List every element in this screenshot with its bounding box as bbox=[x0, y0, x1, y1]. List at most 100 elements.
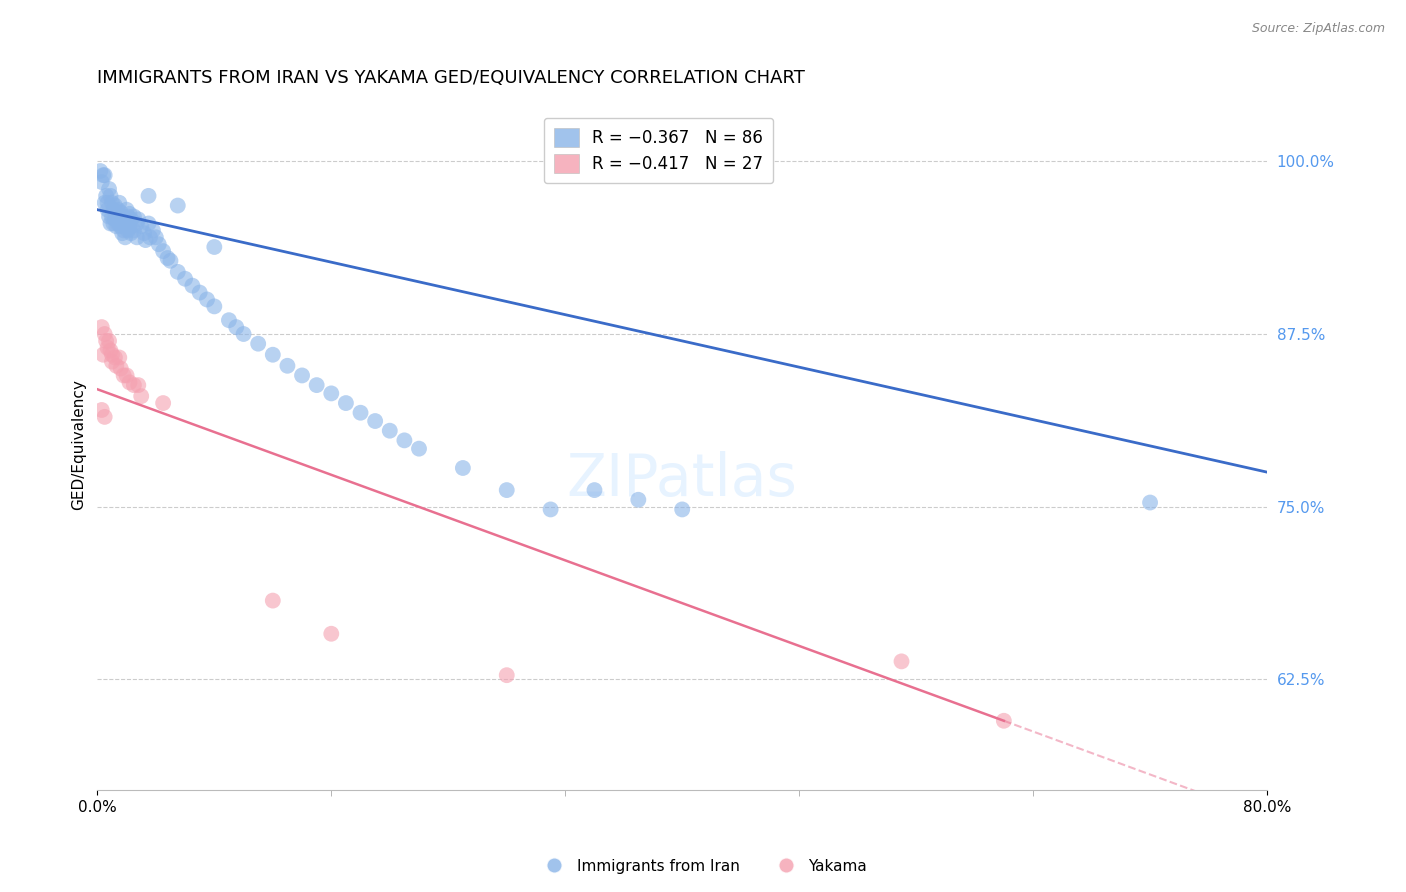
Point bbox=[101, 210, 124, 224]
Point bbox=[115, 202, 138, 217]
Point bbox=[408, 442, 430, 456]
Point bbox=[142, 223, 165, 237]
Point bbox=[135, 233, 157, 247]
Point bbox=[93, 409, 115, 424]
Point bbox=[276, 359, 298, 373]
Point bbox=[90, 320, 112, 334]
Point bbox=[93, 195, 115, 210]
Point bbox=[101, 354, 124, 368]
Point bbox=[495, 668, 517, 682]
Point bbox=[91, 168, 114, 182]
Point bbox=[105, 359, 128, 373]
Point bbox=[321, 386, 343, 401]
Point bbox=[195, 293, 218, 307]
Point bbox=[112, 368, 135, 383]
Point bbox=[97, 202, 120, 217]
Point bbox=[138, 189, 160, 203]
Point bbox=[91, 348, 114, 362]
Point bbox=[100, 217, 122, 231]
Point bbox=[127, 212, 149, 227]
Point bbox=[101, 195, 124, 210]
Point bbox=[1139, 495, 1161, 509]
Point bbox=[993, 714, 1015, 728]
Point bbox=[104, 198, 127, 212]
Point bbox=[90, 175, 112, 189]
Point bbox=[451, 461, 474, 475]
Point bbox=[93, 326, 115, 341]
Point bbox=[122, 223, 145, 237]
Point bbox=[98, 182, 121, 196]
Point bbox=[583, 483, 606, 497]
Point bbox=[152, 244, 174, 259]
Point bbox=[114, 217, 136, 231]
Point bbox=[111, 226, 134, 240]
Point bbox=[335, 396, 357, 410]
Point bbox=[202, 240, 225, 254]
Point bbox=[110, 205, 132, 219]
Point bbox=[93, 168, 115, 182]
Point bbox=[218, 313, 240, 327]
Point bbox=[107, 217, 129, 231]
Point bbox=[262, 348, 284, 362]
Point bbox=[108, 195, 131, 210]
Point bbox=[97, 341, 120, 355]
Point bbox=[117, 210, 139, 224]
Point bbox=[120, 226, 142, 240]
Point bbox=[108, 351, 131, 365]
Point bbox=[118, 207, 141, 221]
Point bbox=[156, 251, 179, 265]
Point bbox=[110, 219, 132, 234]
Point bbox=[111, 212, 134, 227]
Point bbox=[225, 320, 247, 334]
Point bbox=[394, 434, 416, 448]
Legend: R = −0.367   N = 86, R = −0.417   N = 27: R = −0.367 N = 86, R = −0.417 N = 27 bbox=[544, 118, 773, 183]
Point bbox=[115, 368, 138, 383]
Point bbox=[100, 189, 122, 203]
Point bbox=[89, 164, 111, 178]
Point bbox=[112, 210, 135, 224]
Point bbox=[349, 406, 371, 420]
Point bbox=[112, 223, 135, 237]
Point bbox=[125, 217, 148, 231]
Point bbox=[98, 334, 121, 348]
Point bbox=[125, 230, 148, 244]
Point bbox=[100, 343, 122, 358]
Point bbox=[110, 361, 132, 376]
Y-axis label: GED/Equivalency: GED/Equivalency bbox=[72, 379, 86, 510]
Point bbox=[104, 212, 127, 227]
Point bbox=[305, 378, 328, 392]
Text: Source: ZipAtlas.com: Source: ZipAtlas.com bbox=[1251, 22, 1385, 36]
Point bbox=[105, 205, 128, 219]
Point bbox=[188, 285, 211, 300]
Point bbox=[104, 351, 127, 365]
Point bbox=[114, 230, 136, 244]
Legend: Immigrants from Iran, Yakama: Immigrants from Iran, Yakama bbox=[533, 853, 873, 880]
Point bbox=[627, 492, 650, 507]
Point bbox=[262, 593, 284, 607]
Point bbox=[495, 483, 517, 497]
Point bbox=[139, 230, 162, 244]
Point bbox=[122, 378, 145, 392]
Point bbox=[291, 368, 314, 383]
Point bbox=[232, 326, 254, 341]
Point bbox=[115, 217, 138, 231]
Point bbox=[101, 348, 124, 362]
Point bbox=[540, 502, 562, 516]
Point bbox=[103, 202, 125, 217]
Point bbox=[94, 334, 117, 348]
Point bbox=[94, 189, 117, 203]
Point bbox=[105, 219, 128, 234]
Point bbox=[321, 626, 343, 640]
Point bbox=[97, 195, 120, 210]
Text: IMMIGRANTS FROM IRAN VS YAKAMA GED/EQUIVALENCY CORRELATION CHART: IMMIGRANTS FROM IRAN VS YAKAMA GED/EQUIV… bbox=[97, 69, 806, 87]
Point bbox=[202, 299, 225, 313]
Point bbox=[174, 272, 197, 286]
Point bbox=[90, 403, 112, 417]
Point bbox=[145, 230, 167, 244]
Point bbox=[103, 217, 125, 231]
Point bbox=[166, 198, 188, 212]
Point bbox=[378, 424, 401, 438]
Point bbox=[129, 389, 152, 403]
Point bbox=[159, 253, 181, 268]
Point bbox=[122, 210, 145, 224]
